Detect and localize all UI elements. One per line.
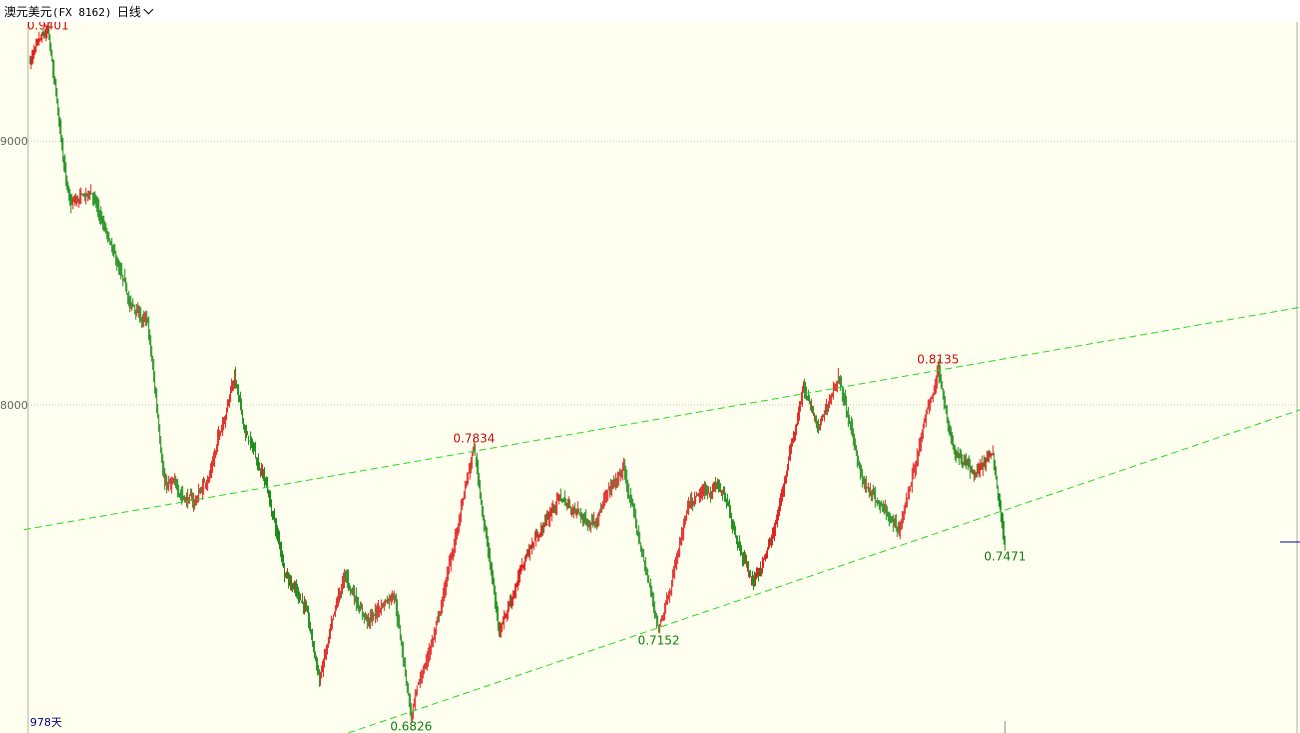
symbol-code: (FX 8162) [52,6,112,19]
y-tick-label: 9000 [0,135,28,148]
price-annotation: 0.7471 [984,549,1026,563]
price-annotation: 0.7834 [453,432,495,446]
candlestick-series [29,22,1006,723]
trendline-resistance [23,306,1300,531]
symbol-title: 澳元美元(FX 8162) [4,3,112,20]
chart-background [0,22,1300,733]
trendlines [23,306,1300,733]
price-annotations: 0.9401 0.7834 0.8135 0.6826 0.7152 0.7471 [27,22,1026,733]
price-annotation: 0.8135 [917,352,959,366]
chevron-down-icon [143,4,154,15]
period-dropdown[interactable]: 日线 [117,3,154,20]
price-annotation: 0.6826 [390,720,432,733]
period-label: 日线 [117,5,142,19]
y-axis: 9000 8000 [0,135,28,412]
symbol-name: 澳元美元 [4,5,53,19]
price-annotation: 0.7152 [638,634,680,648]
y-tick-label: 8000 [0,399,28,412]
price-annotation: 0.9401 [27,22,69,32]
trendline-support [348,409,1300,733]
title-bar: 澳元美元(FX 8162) 日线 [0,0,1300,23]
days-count-label: 978天 [30,716,62,729]
